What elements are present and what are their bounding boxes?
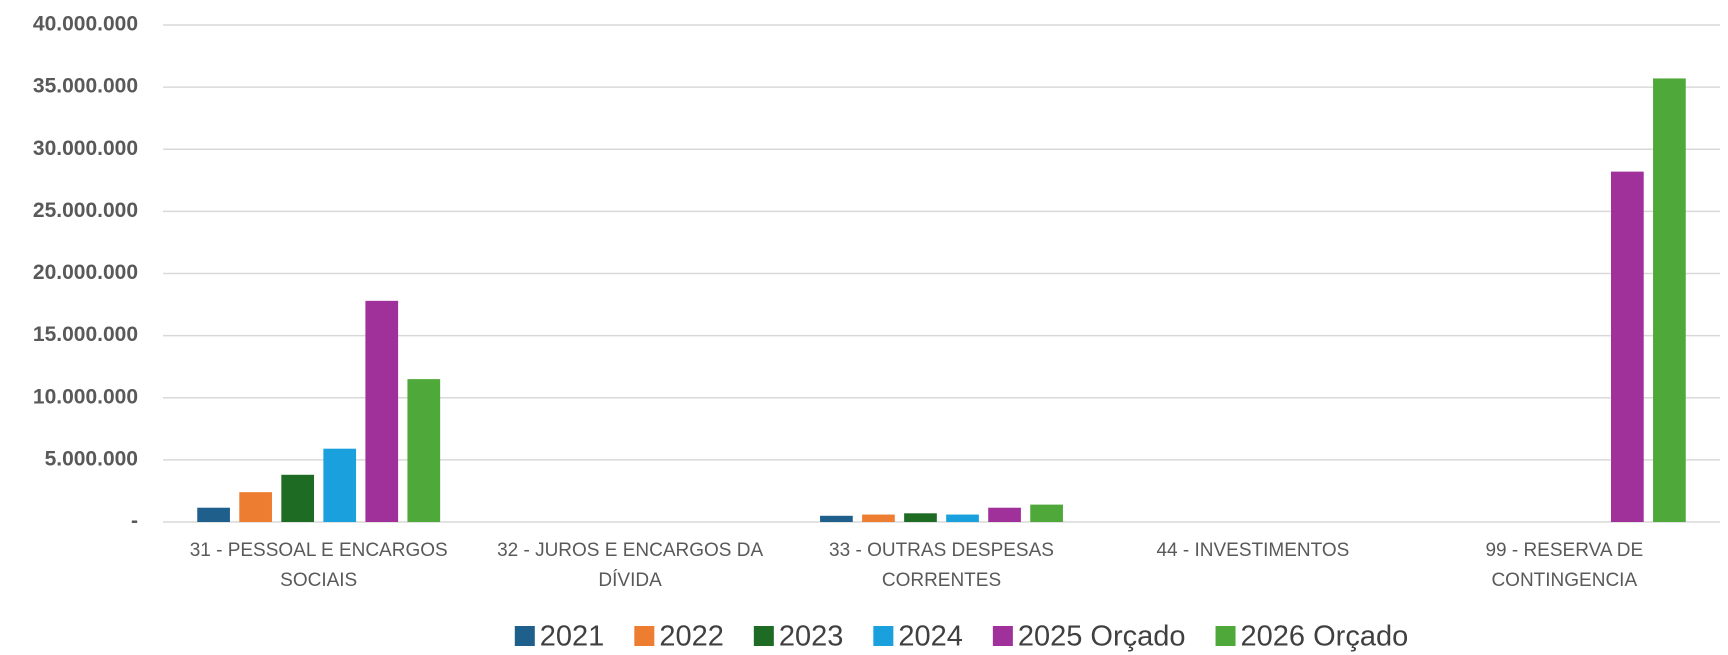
legend-swatch (634, 626, 655, 646)
legend-swatch (753, 626, 774, 646)
legend-label: 2024 (898, 621, 963, 653)
legend-swatch (514, 626, 535, 646)
x-tick-label: 44 - INVESTIMENTOS (1156, 540, 1350, 561)
y-tick-label: 25.000.000 (33, 199, 138, 222)
bar (988, 507, 1021, 522)
legend-label: 2023 (779, 621, 844, 653)
bar (281, 474, 315, 522)
y-tick-label: 40.000.000 (33, 13, 138, 36)
bar (904, 513, 937, 522)
bar (407, 379, 441, 522)
legend-label: 2021 (540, 621, 605, 653)
x-tick-label: 33 - OUTRAS DESPESAS CORRENTES (829, 540, 1054, 591)
legend-label: 2026 Orçado (1241, 621, 1409, 653)
bar (197, 507, 230, 522)
bar (365, 300, 399, 522)
y-tick-label: 15.000.000 (33, 323, 138, 346)
y-tick-label: 5.000.000 (45, 447, 138, 470)
bar (820, 515, 853, 522)
y-tick-label: - (131, 510, 138, 533)
x-tick-label: 32 - JUROS E ENCARGOS DA DÍVIDA (497, 540, 764, 591)
legend-swatch (873, 626, 894, 646)
y-tick-label: 35.000.000 (33, 75, 138, 98)
bar (862, 514, 895, 522)
x-tick-label: 99 - RESERVA DE CONTINGENCIA (1485, 540, 1644, 591)
bar (239, 492, 272, 522)
y-tick-label: 20.000.000 (33, 261, 138, 284)
bar (323, 448, 357, 522)
bar (1653, 78, 1686, 523)
y-tick-label: 10.000.000 (33, 385, 138, 408)
legend-swatch (1215, 626, 1236, 646)
legend-label: 2025 Orçado (1018, 621, 1186, 653)
y-tick-label: 30.000.000 (33, 137, 138, 160)
legend-label: 2022 (659, 621, 724, 653)
legend-swatch (992, 626, 1013, 646)
bar (1030, 504, 1063, 522)
x-tick-label: 31 - PESSOAL E ENCARGOS SOCIAIS (189, 540, 448, 591)
bar (946, 514, 979, 522)
bar (1611, 171, 1644, 523)
